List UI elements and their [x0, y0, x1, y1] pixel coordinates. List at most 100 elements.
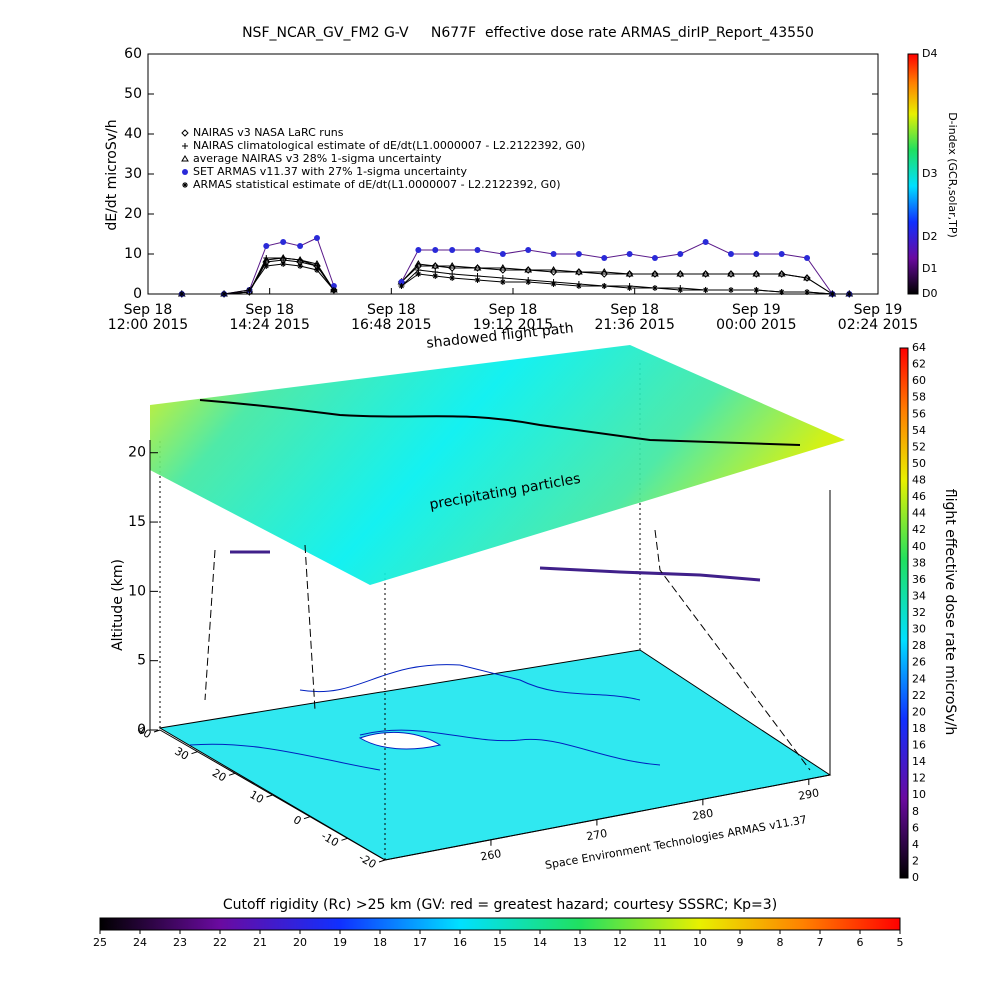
colorbar-tick-label: 6 — [857, 936, 864, 949]
point — [279, 254, 288, 261]
y-tick-label: 40 — [124, 126, 142, 142]
point — [727, 270, 735, 277]
colorbar-tick-label: 0 — [912, 871, 919, 884]
point — [549, 266, 558, 273]
point — [626, 285, 633, 291]
colorbar-title: Cutoff rigidity (Rc) >25 km (GV: red = g… — [223, 897, 777, 913]
z-tick-label: 20 — [128, 445, 146, 461]
lat-tick-label: 10 — [247, 788, 266, 806]
colorbar-tick-label: 5 — [897, 936, 904, 949]
y-tick-label: 20 — [124, 206, 142, 222]
point — [651, 255, 658, 261]
y-tick-label: 10 — [124, 246, 142, 262]
x-tick-label: 12:00 2015 — [108, 317, 188, 333]
point — [178, 291, 185, 297]
colorbar-tick-label: 56 — [912, 407, 926, 420]
point — [524, 266, 532, 274]
z-axis-label: Altitude (km) — [110, 559, 126, 651]
point — [676, 270, 684, 278]
z-tick-label: 0 — [137, 722, 146, 738]
point — [676, 270, 685, 277]
z-tick-label: 15 — [128, 514, 146, 530]
colorbar-tick-label: 8 — [777, 936, 784, 949]
x-tick-label: Sep 18 — [245, 302, 294, 318]
lat-tick — [341, 837, 348, 841]
point — [313, 267, 320, 273]
colorbar-tick-label: 19 — [333, 936, 347, 949]
x-tick-label: 21:36 2015 — [594, 317, 674, 333]
colorbar-tick-label: 54 — [912, 424, 926, 437]
colorbar-tick-label: 8 — [912, 805, 919, 818]
colorbar-tick-label: D1 — [922, 262, 937, 275]
colorbar-tick-label: D3 — [922, 167, 937, 180]
x-tick-label: Sep 18 — [489, 302, 538, 318]
point — [297, 263, 304, 269]
colorbar-tick-label: 34 — [912, 589, 926, 602]
point — [313, 235, 320, 241]
lat-tick — [228, 772, 236, 776]
point — [753, 287, 760, 293]
point — [601, 255, 608, 261]
point — [473, 264, 482, 271]
colorbar-tick-label: 42 — [912, 523, 926, 536]
lat-tick — [266, 794, 273, 798]
colorbar-tick-label: 4 — [912, 838, 919, 851]
colorbar-tick-label: 22 — [912, 689, 926, 702]
x-tick-label: 14:24 2015 — [229, 317, 309, 333]
point — [297, 243, 304, 249]
point — [626, 251, 633, 257]
y-tick-label: 60 — [124, 46, 142, 62]
point — [525, 279, 532, 285]
x-tick-label: 19:12 2015 — [473, 317, 553, 333]
colorbar-tick-label: 62 — [912, 358, 926, 371]
colorbar-tick-label: 52 — [912, 440, 926, 453]
point — [701, 270, 710, 277]
point — [524, 266, 533, 273]
point — [778, 289, 785, 295]
point — [575, 251, 582, 257]
point — [777, 270, 786, 278]
colorbar-tick-label: 10 — [693, 936, 707, 949]
point — [752, 270, 761, 277]
colorbar-tick-label: 20 — [293, 936, 307, 949]
lat-tick — [153, 729, 161, 733]
colorbar-tick-label: 26 — [912, 656, 926, 669]
point — [625, 270, 634, 277]
point — [550, 251, 557, 257]
colorbar-tick-label: 16 — [912, 739, 926, 752]
colorbar-tick-label: 40 — [912, 540, 926, 553]
point — [415, 271, 422, 277]
colorbar-tick-label: 22 — [213, 936, 227, 949]
point — [601, 283, 608, 289]
colorbar-tick-label: 24 — [912, 672, 926, 685]
colorbar-tick-label: 17 — [413, 936, 427, 949]
colorbar-tick-label: 16 — [453, 936, 467, 949]
colorbar-tick-label: 28 — [912, 639, 926, 652]
colorbar-tick-label: 7 — [817, 936, 824, 949]
point — [651, 285, 658, 291]
point — [449, 247, 456, 253]
point — [651, 270, 659, 278]
colorbar-tick-label: 30 — [912, 623, 926, 636]
lat-tick-label: 40 — [135, 723, 154, 741]
z-tick-label: 5 — [137, 653, 146, 669]
colorbar-tick-label: 13 — [573, 936, 587, 949]
colorbar-tick-label: D0 — [922, 287, 937, 300]
point — [829, 291, 836, 297]
point — [727, 287, 734, 293]
colorbar-tick-label: 9 — [737, 936, 744, 949]
y-tick-label: 0 — [133, 286, 142, 302]
colorbar-tick-label: 60 — [912, 374, 926, 387]
colorbar-tick-label: 38 — [912, 556, 926, 569]
point — [651, 270, 659, 277]
point — [702, 239, 709, 245]
x-tick-label: Sep 19 — [732, 302, 781, 318]
point — [449, 275, 456, 281]
x-tick-label: Sep 18 — [610, 302, 659, 318]
legend-label: NAIRAS climatological estimate of dE/dt(… — [193, 139, 585, 152]
point — [753, 251, 760, 257]
legend-marker — [182, 143, 188, 149]
lat-tick-label: 20 — [210, 766, 229, 784]
colorbar — [899, 347, 909, 879]
